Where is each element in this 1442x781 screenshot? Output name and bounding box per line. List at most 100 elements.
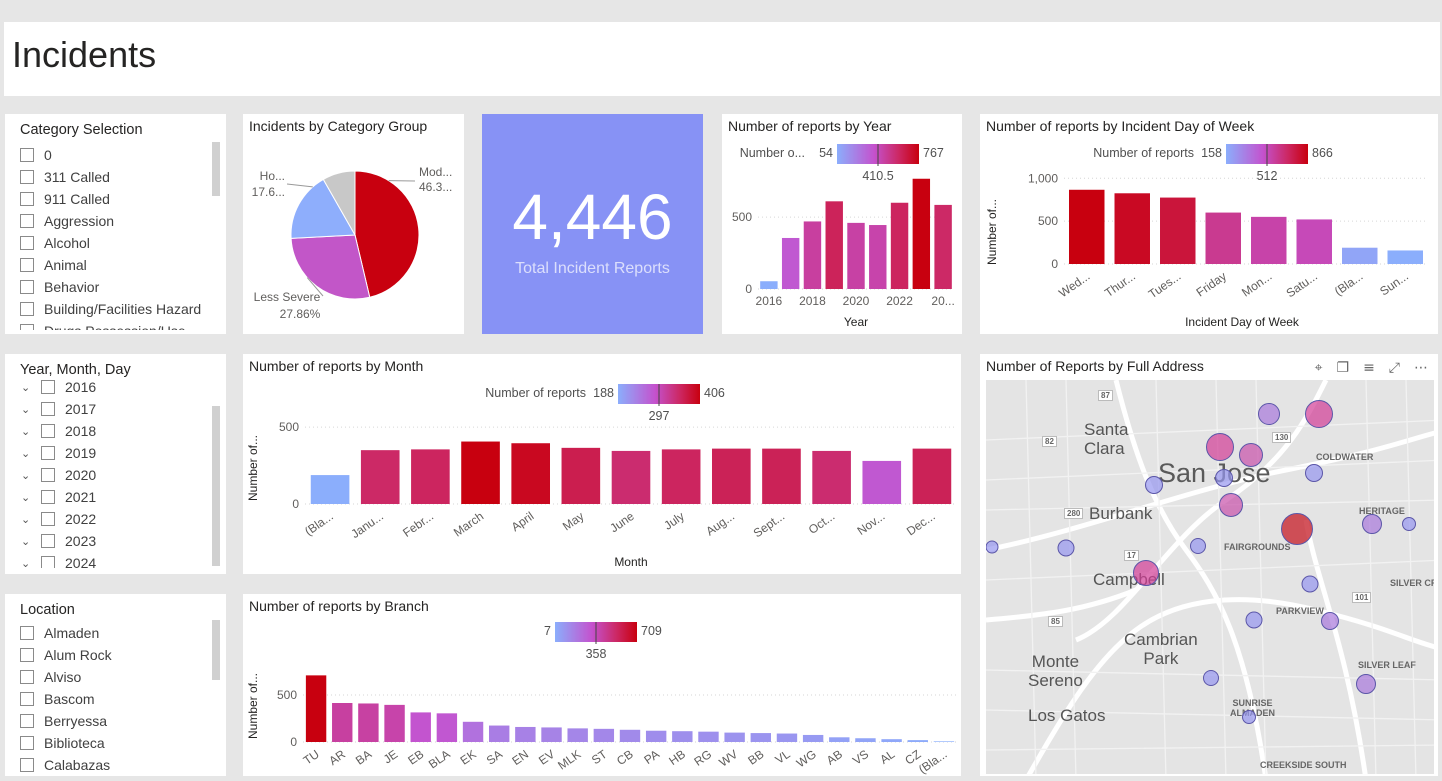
checkbox[interactable] xyxy=(20,280,34,294)
location-slicer-scrollbar[interactable] xyxy=(212,620,220,680)
checkbox[interactable] xyxy=(20,324,34,330)
year-bar[interactable] xyxy=(847,222,865,289)
checkbox[interactable] xyxy=(20,648,34,662)
location-slicer-item[interactable]: Biblioteca xyxy=(20,732,206,754)
month-bar[interactable] xyxy=(360,450,400,504)
checkbox[interactable] xyxy=(20,192,34,206)
branch-bar[interactable] xyxy=(776,733,798,742)
day-bar[interactable] xyxy=(1069,189,1105,264)
branch-bar[interactable] xyxy=(750,733,772,742)
chevron-down-icon[interactable]: ⌄ xyxy=(21,403,31,416)
chevron-down-icon[interactable]: ⌄ xyxy=(21,425,31,438)
branch-bar[interactable] xyxy=(541,727,562,742)
checkbox[interactable] xyxy=(20,214,34,228)
location-slicer-item[interactable]: Calabazas xyxy=(20,754,206,774)
checkbox[interactable] xyxy=(20,626,34,640)
date-slicer-item[interactable]: ⌄ 2019 xyxy=(21,442,206,464)
branch-bar[interactable] xyxy=(672,731,693,742)
category-slicer-scrollbar[interactable] xyxy=(212,142,220,196)
chevron-down-icon[interactable]: ⌄ xyxy=(21,381,31,394)
map-bubble[interactable] xyxy=(1258,403,1280,425)
branch-bar[interactable] xyxy=(881,739,902,742)
map-bubble[interactable] xyxy=(1203,670,1219,686)
date-slicer-item[interactable]: ⌄ 2024 xyxy=(21,552,206,568)
reports-by-year-chart[interactable]: Number of reports by Year 0 500 2016 2018 20… xyxy=(722,114,962,334)
day-bar[interactable] xyxy=(1342,247,1378,264)
reports-by-branch-chart[interactable]: Number of reports by Branch 0 500 TU AR BA JE… xyxy=(243,594,961,776)
map-bubble[interactable] xyxy=(986,540,999,554)
location-slicer-item[interactable]: Almaden xyxy=(20,622,206,644)
location-slicer-item[interactable]: Alum Rock xyxy=(20,644,206,666)
year-bar[interactable] xyxy=(825,201,843,289)
category-slicer-item[interactable]: Aggression xyxy=(20,210,206,232)
branch-bar[interactable] xyxy=(802,734,824,742)
chevron-down-icon[interactable]: ⌄ xyxy=(21,469,31,482)
month-bar[interactable] xyxy=(310,475,350,504)
month-bar[interactable] xyxy=(411,449,450,504)
checkbox[interactable] xyxy=(20,258,34,272)
map-bubble[interactable] xyxy=(1305,400,1333,428)
checkbox[interactable] xyxy=(20,714,34,728)
checkbox[interactable] xyxy=(41,468,55,482)
category-slicer-item[interactable]: Building/Facilities Hazard xyxy=(20,298,206,320)
chevron-down-icon[interactable]: ⌄ xyxy=(21,447,31,460)
date-slicer-item[interactable]: ⌄ 2023 xyxy=(21,530,206,552)
map-bubble[interactable] xyxy=(1321,612,1339,630)
category-slicer-item[interactable]: 911 Called xyxy=(20,188,206,210)
month-bar[interactable] xyxy=(912,448,952,504)
checkbox[interactable] xyxy=(41,446,55,460)
more-icon[interactable]: ⋯ xyxy=(1414,360,1428,376)
map-bubble[interactable] xyxy=(1145,476,1163,494)
year-bar[interactable] xyxy=(912,178,931,289)
branch-bar[interactable] xyxy=(567,728,588,742)
checkbox[interactable] xyxy=(41,534,55,548)
map-bubble[interactable] xyxy=(1219,493,1243,517)
month-bar[interactable] xyxy=(611,450,651,504)
year-bar[interactable] xyxy=(869,225,887,289)
date-slicer-item[interactable]: ⌄ 2020 xyxy=(21,464,206,486)
pie-slice[interactable] xyxy=(322,170,356,237)
map-bubble[interactable] xyxy=(1356,674,1376,694)
address-map[interactable]: Number of Reports by Full Address ⌖ ❐ ≡ … xyxy=(980,354,1438,776)
month-bar[interactable] xyxy=(862,460,902,504)
map-bubble[interactable] xyxy=(1362,514,1382,534)
map-bubble[interactable] xyxy=(1239,443,1263,467)
month-bar[interactable] xyxy=(812,450,851,504)
month-bar[interactable] xyxy=(461,441,500,504)
month-bar[interactable] xyxy=(561,447,601,504)
reports-by-day-chart[interactable]: Number of reports by Incident Day of Wee… xyxy=(980,114,1438,334)
branch-bar[interactable] xyxy=(829,737,850,742)
map-bubble[interactable] xyxy=(1206,433,1234,461)
branch-bar[interactable] xyxy=(645,730,667,742)
year-bar[interactable] xyxy=(781,237,800,289)
branch-bar[interactable] xyxy=(488,725,510,742)
branch-bar[interactable] xyxy=(384,704,405,742)
filter-icon[interactable]: ≡ xyxy=(1363,360,1375,376)
branch-bar[interactable] xyxy=(619,729,641,742)
month-bar[interactable] xyxy=(511,443,551,504)
year-bar[interactable] xyxy=(934,204,952,289)
map-bubble[interactable] xyxy=(1402,517,1416,531)
category-slicer-item[interactable]: Drugs Possession/Use xyxy=(20,320,206,330)
location-slicer-item[interactable]: Alviso xyxy=(20,666,206,688)
checkbox[interactable] xyxy=(41,490,55,504)
checkbox[interactable] xyxy=(41,402,55,416)
checkbox[interactable] xyxy=(41,512,55,526)
branch-bar[interactable] xyxy=(698,731,719,742)
focus-icon[interactable]: ⤢ xyxy=(1388,360,1400,376)
location-slicer-item[interactable]: Berryessa xyxy=(20,710,206,732)
day-bar[interactable] xyxy=(1387,250,1423,264)
branch-bar[interactable] xyxy=(462,721,484,742)
month-bar[interactable] xyxy=(661,449,701,504)
date-slicer-item[interactable]: ⌄ 2021 xyxy=(21,486,206,508)
category-slicer-item[interactable]: Alcohol xyxy=(20,232,206,254)
category-group-pie-chart[interactable]: Incidents by Category Group Mod... 46.3..… xyxy=(243,114,464,334)
pie-slice[interactable] xyxy=(290,178,356,239)
map-bubble[interactable] xyxy=(1281,513,1313,545)
checkbox[interactable] xyxy=(41,556,55,568)
day-bar[interactable] xyxy=(1114,193,1150,264)
date-slicer-item[interactable]: ⌄ 2018 xyxy=(21,420,206,442)
year-bar[interactable] xyxy=(890,202,909,289)
map-bubble[interactable] xyxy=(1242,710,1256,724)
branch-bar[interactable] xyxy=(515,726,536,742)
